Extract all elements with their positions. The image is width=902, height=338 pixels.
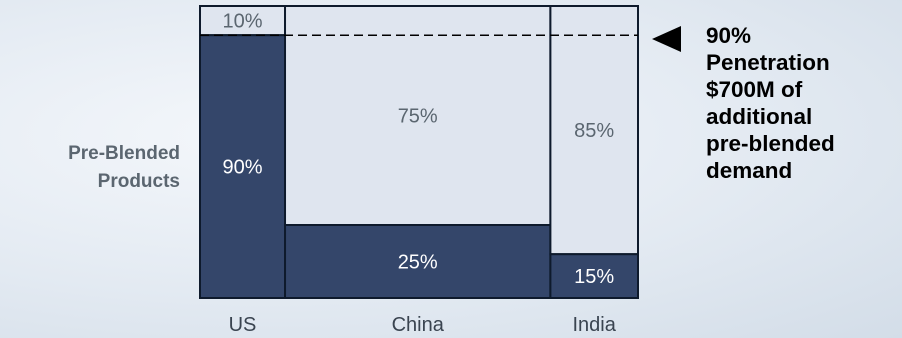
callout-line: Penetration (706, 50, 830, 75)
data-label: 10% (222, 11, 262, 33)
bar-segment-top (549, 5, 640, 256)
data-label: 90% (222, 157, 262, 179)
category-label: India (573, 314, 617, 336)
callout-line: pre-blended (706, 131, 835, 156)
bar-segment-bottom (549, 253, 640, 299)
bar-segment-top (284, 5, 552, 226)
category-label: China (392, 314, 445, 336)
callout-line: additional (706, 104, 813, 129)
y-axis-label: Pre-Blended Products (68, 143, 180, 192)
category-label: US (229, 314, 257, 336)
callout-line: 90% (706, 23, 752, 48)
callout-line: demand (706, 158, 793, 183)
data-label: 75% (398, 106, 438, 128)
callout-line: $700M of (706, 77, 803, 102)
callout-arrow-icon (652, 26, 681, 52)
data-label: 25% (398, 252, 438, 274)
data-label: 85% (574, 120, 614, 142)
data-label: 15% (574, 266, 614, 288)
bar-segment-bottom (199, 34, 287, 299)
callout-text: 90% Penetration $700M of additional pre-… (706, 22, 896, 184)
